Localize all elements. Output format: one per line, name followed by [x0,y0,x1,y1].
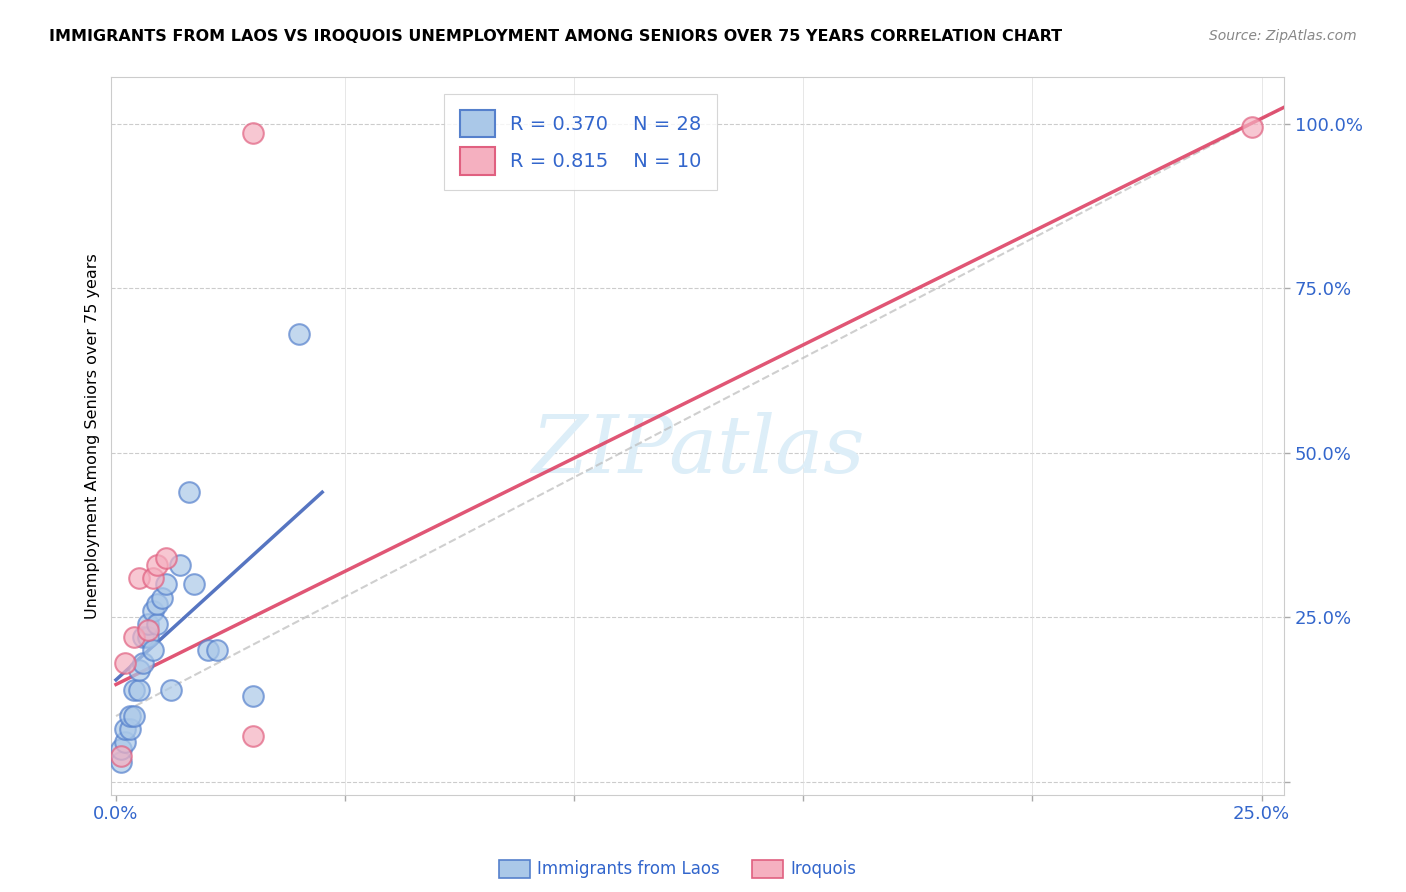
Text: Iroquois: Iroquois [790,860,856,878]
Point [142,643,165,657]
Text: ZIPatlas: ZIPatlas [531,412,865,490]
Point [128,682,150,697]
Point [160,682,183,697]
Text: Immigrants from Laos: Immigrants from Laos [537,860,720,878]
Point [110,748,132,763]
Point [142,571,165,585]
Point [150,591,173,605]
Point [136,630,159,644]
Point [132,657,155,671]
Point [197,643,219,657]
Point [110,742,132,756]
Point [288,327,311,342]
Point [114,657,136,671]
Point [183,577,205,591]
Point [136,624,159,638]
Point [128,571,150,585]
Point [118,723,141,737]
Text: Source: ZipAtlas.com: Source: ZipAtlas.com [1209,29,1357,43]
Legend: R = 0.370    N = 28, R = 0.815    N = 10: R = 0.370 N = 28, R = 0.815 N = 10 [444,95,717,190]
Point [132,630,155,644]
Point [136,616,159,631]
Point [205,643,228,657]
Point [179,485,201,500]
Point [114,723,136,737]
Point [128,663,150,677]
Point [142,604,165,618]
Point [242,729,264,743]
Point [242,690,264,704]
Point [146,616,169,631]
Y-axis label: Unemployment Among Seniors over 75 years: Unemployment Among Seniors over 75 years [86,253,100,619]
Point [169,558,191,572]
Point [242,127,264,141]
Point [114,735,136,749]
Point [146,597,169,611]
Text: IMMIGRANTS FROM LAOS VS IROQUOIS UNEMPLOYMENT AMONG SENIORS OVER 75 YEARS CORREL: IMMIGRANTS FROM LAOS VS IROQUOIS UNEMPLO… [49,29,1063,44]
Point [118,709,141,723]
Point [124,682,146,697]
Point [1241,120,1264,134]
Point [124,630,146,644]
Point [146,558,169,572]
Point [110,755,132,769]
Point [155,577,177,591]
Point [124,709,146,723]
Point [155,551,177,566]
